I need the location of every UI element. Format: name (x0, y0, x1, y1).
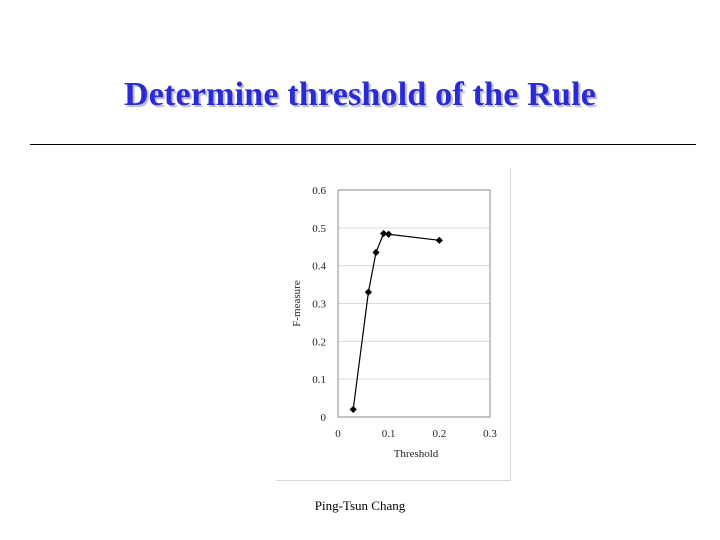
data-point-marker (364, 288, 372, 296)
y-tick-label: 0.3 (312, 299, 326, 311)
plot-area-border (337, 189, 491, 418)
x-tick-label: 0.2 (432, 428, 446, 440)
data-point-marker (385, 230, 393, 238)
x-tick-label: 0.1 (382, 428, 396, 440)
y-tick-label: 0.5 (312, 223, 326, 235)
y-tick-label: 0 (321, 412, 327, 424)
x-tick-label: 0.3 (483, 428, 497, 440)
x-tick-label: 0 (335, 428, 341, 440)
data-point-marker (372, 248, 380, 257)
series-line (352, 232, 440, 410)
y-tick-label: 0.1 (312, 374, 326, 386)
data-point-marker (349, 405, 357, 414)
chart-frame (276, 168, 511, 481)
threshold-f-measure-chart: 0 0.1 0.2 0.3 0.4 0.5 0.6 0 0.1 0.2 0.3 Threshold F-… (291, 185, 497, 460)
x-axis-title: Threshold (394, 448, 439, 460)
y-tick-label: 0.2 (312, 336, 326, 348)
slide-title: Determine threshold of the Rule (123, 76, 597, 113)
slide-footer-author: Ping-Tsun Chang (314, 498, 406, 513)
title-divider (30, 144, 696, 145)
y-tick-label: 0.4 (312, 261, 326, 273)
data-point-marker (435, 236, 443, 244)
y-axis-title: F-measure (291, 280, 303, 327)
y-tick-label: 0.6 (312, 185, 326, 197)
